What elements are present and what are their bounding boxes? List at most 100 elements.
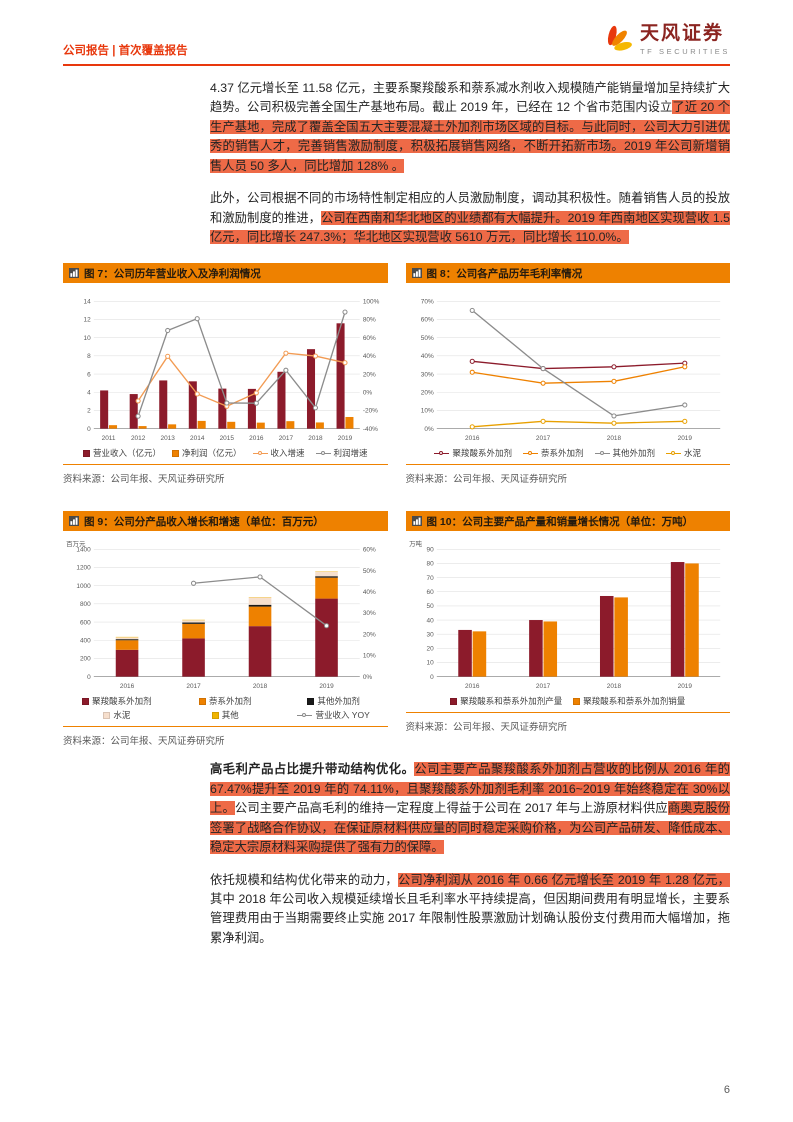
figure-title: 图 10：公司主要产品产量和销量增长情况（单位：万吨） <box>426 515 694 528</box>
figure-title: 图 7：公司历年营业收入及净利润情况 <box>84 267 261 280</box>
figure-source: 资料来源：公司年报、天风证券研究所 <box>63 736 225 748</box>
svg-text:6: 6 <box>87 372 91 379</box>
chart-svg: 0 2 4 6 8 10 12 14 -40% -20% 0% 20% 40% 60% 80% 100% 201… <box>84 299 380 442</box>
svg-text:600: 600 <box>80 620 91 627</box>
svg-text:12: 12 <box>84 317 92 324</box>
svg-text:60%: 60% <box>420 317 433 324</box>
legend-label: 聚羧酸系外加剂 <box>92 696 152 707</box>
legend-item: 净利润（亿元） <box>171 447 242 459</box>
svg-text:1200: 1200 <box>76 565 91 572</box>
figure-title: 图 9：公司分产品收入增长和增速（单位：百万元） <box>84 515 324 528</box>
svg-text:万吨: 万吨 <box>409 540 422 549</box>
svg-text:2018: 2018 <box>606 683 621 690</box>
figure-source: 资料来源：公司年报、天风证券研究所 <box>405 722 568 734</box>
legend-item: 萘系外加剂 <box>177 695 274 707</box>
chart-plot: 0 2 4 6 8 10 12 14 -40% -20% 0% 20% 40% 60% 80% 100% 201… <box>63 290 388 444</box>
legend-label: 净利润（亿元） <box>181 448 242 459</box>
legend-swatch-square <box>82 697 90 705</box>
figure-title-bar: 图 8：公司各产品历年毛利率情况 <box>405 263 730 284</box>
chart-plot: 万吨 0 10 20 30 40 50 60 70 80 90 2016 2017 2018 2019 <box>406 538 731 692</box>
svg-text:0%: 0% <box>424 426 434 433</box>
highlighted-text-segment: 公司净利润从 2016 年 0.66 亿元增长至 2019 年 1.28 亿元， <box>397 872 730 887</box>
logo-petals-icon <box>607 25 632 51</box>
svg-text:10%: 10% <box>363 653 376 660</box>
svg-text:40%: 40% <box>420 354 433 361</box>
figure-body: 万吨 0 10 20 30 40 50 60 70 80 90 2016 2017 2018 2019 聚羧… <box>405 531 731 714</box>
svg-text:2016: 2016 <box>465 435 480 442</box>
figure-9: 图 9：公司分产品收入增长和增速（单位：百万元） 百万元 0 200 400 600 80… <box>63 511 388 747</box>
legend-swatch-square <box>198 697 206 705</box>
svg-text:0%: 0% <box>363 674 373 681</box>
legend-item: 利润增速 <box>315 447 368 459</box>
svg-text:50%: 50% <box>420 335 433 342</box>
figure-title-bar: 图 10：公司主要产品产量和销量增长情况（单位：万吨） <box>405 511 730 532</box>
svg-text:70%: 70% <box>420 299 433 306</box>
figure-source: 资料来源：公司年报、天风证券研究所 <box>405 474 568 486</box>
legend-item: 聚羧酸系外加剂 <box>68 695 165 707</box>
legend-item: 营业收入 YOY <box>285 709 382 721</box>
svg-text:2019: 2019 <box>338 435 353 442</box>
legend-label: 利润增速 <box>333 448 368 459</box>
svg-text:2017: 2017 <box>535 435 550 442</box>
legend-label: 其他外加剂 <box>317 696 360 707</box>
legend-item: 聚羧酸系和萘系外加剂产量 <box>450 695 562 707</box>
svg-text:20: 20 <box>426 646 434 653</box>
figure-title: 图 8：公司各产品历年毛利率情况 <box>426 267 583 280</box>
text-segment: 此外，公司根据不同的市场特性制定相应的人员激励制度，调动其积极性。随着销售人员的… <box>210 191 730 225</box>
svg-text:60%: 60% <box>363 547 376 554</box>
legend-label: 萘系外加剂 <box>540 448 584 459</box>
company-logo: 天风证券 TF SECURITIES <box>597 22 730 58</box>
legend-swatch-line <box>522 449 538 457</box>
svg-text:-20%: -20% <box>363 408 378 415</box>
svg-text:百万元: 百万元 <box>66 541 86 549</box>
svg-text:0%: 0% <box>363 390 373 397</box>
svg-text:30%: 30% <box>420 372 433 379</box>
legend-swatch-square <box>82 449 90 457</box>
legend-swatch-square <box>103 711 111 719</box>
chart-svg: 万吨 0 10 20 30 40 50 60 70 80 90 2016 2017 2018 2019 <box>409 540 720 690</box>
svg-text:2011: 2011 <box>102 435 116 442</box>
chart-svg: 百万元 0 200 400 600 800 1000 1200 1400 0% 10% 20% 30% 4… <box>66 541 376 691</box>
page-number: 6 <box>723 1084 730 1096</box>
svg-text:2016: 2016 <box>249 435 264 442</box>
bar-chart-icon <box>411 268 422 279</box>
svg-text:60%: 60% <box>363 335 376 342</box>
logo-name-en: TF SECURITIES <box>639 46 730 56</box>
svg-text:-40%: -40% <box>363 426 378 433</box>
svg-text:200: 200 <box>80 656 91 663</box>
header-divider <box>63 64 730 66</box>
legend-item: 聚羧酸系外加剂 <box>434 447 512 459</box>
svg-text:2014: 2014 <box>190 435 205 442</box>
svg-text:80: 80 <box>426 561 434 568</box>
svg-text:2018: 2018 <box>253 683 268 690</box>
svg-text:10%: 10% <box>420 408 433 415</box>
figure-title-bar: 图 7：公司历年营业收入及净利润情况 <box>63 263 388 284</box>
svg-text:2013: 2013 <box>161 435 176 442</box>
legend-item: 营业收入（亿元） <box>82 447 161 459</box>
legend-label: 其他 <box>221 710 239 721</box>
text-segment: 依托规模和结构优化带来的动力， <box>210 872 398 887</box>
svg-text:20%: 20% <box>420 390 433 397</box>
figure-body: 百万元 0 200 400 600 800 1000 1200 1400 0% 10% 20% 30% 4… <box>63 531 388 728</box>
legend-swatch-square <box>450 697 458 705</box>
svg-text:2019: 2019 <box>677 435 692 442</box>
legend-label: 聚羧酸系和萘系外加剂产量 <box>460 696 563 707</box>
bar-chart-icon <box>69 268 79 279</box>
legend-label: 聚羧酸系外加剂 <box>452 448 512 459</box>
legend-item: 水泥 <box>68 709 165 721</box>
text-segment: 公司积极完善全国生产基地布局。截止 2019 年，已经在 12 个省市范围内设立 <box>247 100 673 115</box>
svg-text:2015: 2015 <box>220 435 235 442</box>
svg-text:50: 50 <box>426 604 434 611</box>
legend-swatch-line <box>434 449 450 457</box>
svg-text:2018: 2018 <box>606 435 621 442</box>
figure-10: 图 10：公司主要产品产量和销量增长情况（单位：万吨） 万吨 0 10 20 30 40 5… <box>405 511 731 747</box>
text-segment: 公司主要产品高毛利的维持一定程度上得益于公司在 2017 年与上游原材料供应 <box>234 801 668 816</box>
legend-label: 营业收入 YOY <box>315 710 370 721</box>
svg-text:80%: 80% <box>363 317 376 324</box>
chart-svg: 0% 10% 20% 30% 40% 50% 60% 70% 2016 2017 2018 2019 <box>420 299 720 442</box>
figure-body: 0% 10% 20% 30% 40% 50% 60% 70% 2016 2017 2018 2019 … <box>405 283 730 466</box>
figure-source: 资料来源：公司年报、天风证券研究所 <box>63 474 225 486</box>
svg-text:2019: 2019 <box>319 683 334 690</box>
body-paragraph: 此外，公司根据不同的市场特性制定相应的人员激励制度，调动其积极性。随着销售人员的… <box>210 189 730 247</box>
legend-item: 收入增速 <box>252 447 305 459</box>
